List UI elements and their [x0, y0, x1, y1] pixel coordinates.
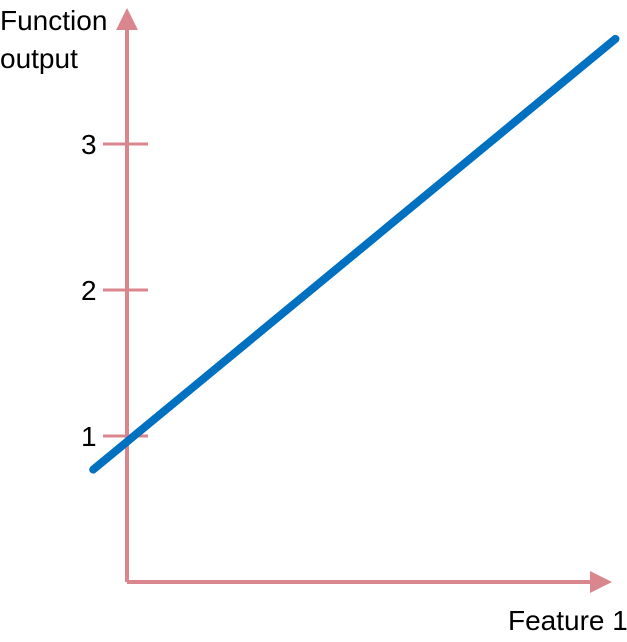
- y-tick-label-1: 1: [81, 421, 97, 452]
- x-axis-label: Feature 1: [508, 605, 627, 636]
- series-line-1: [89, 34, 620, 474]
- y-axis-label-line-2: output: [0, 43, 78, 74]
- x-axis-arrow: [590, 571, 612, 593]
- y-ticks: 1 2 3: [81, 129, 148, 452]
- y-axis-label-line-1: Function: [0, 5, 107, 36]
- y-tick-label-3: 3: [81, 129, 97, 160]
- axes: [116, 8, 612, 593]
- y-tick-label-2: 2: [81, 275, 97, 306]
- series: [89, 34, 620, 474]
- y-axis-arrow: [116, 8, 138, 30]
